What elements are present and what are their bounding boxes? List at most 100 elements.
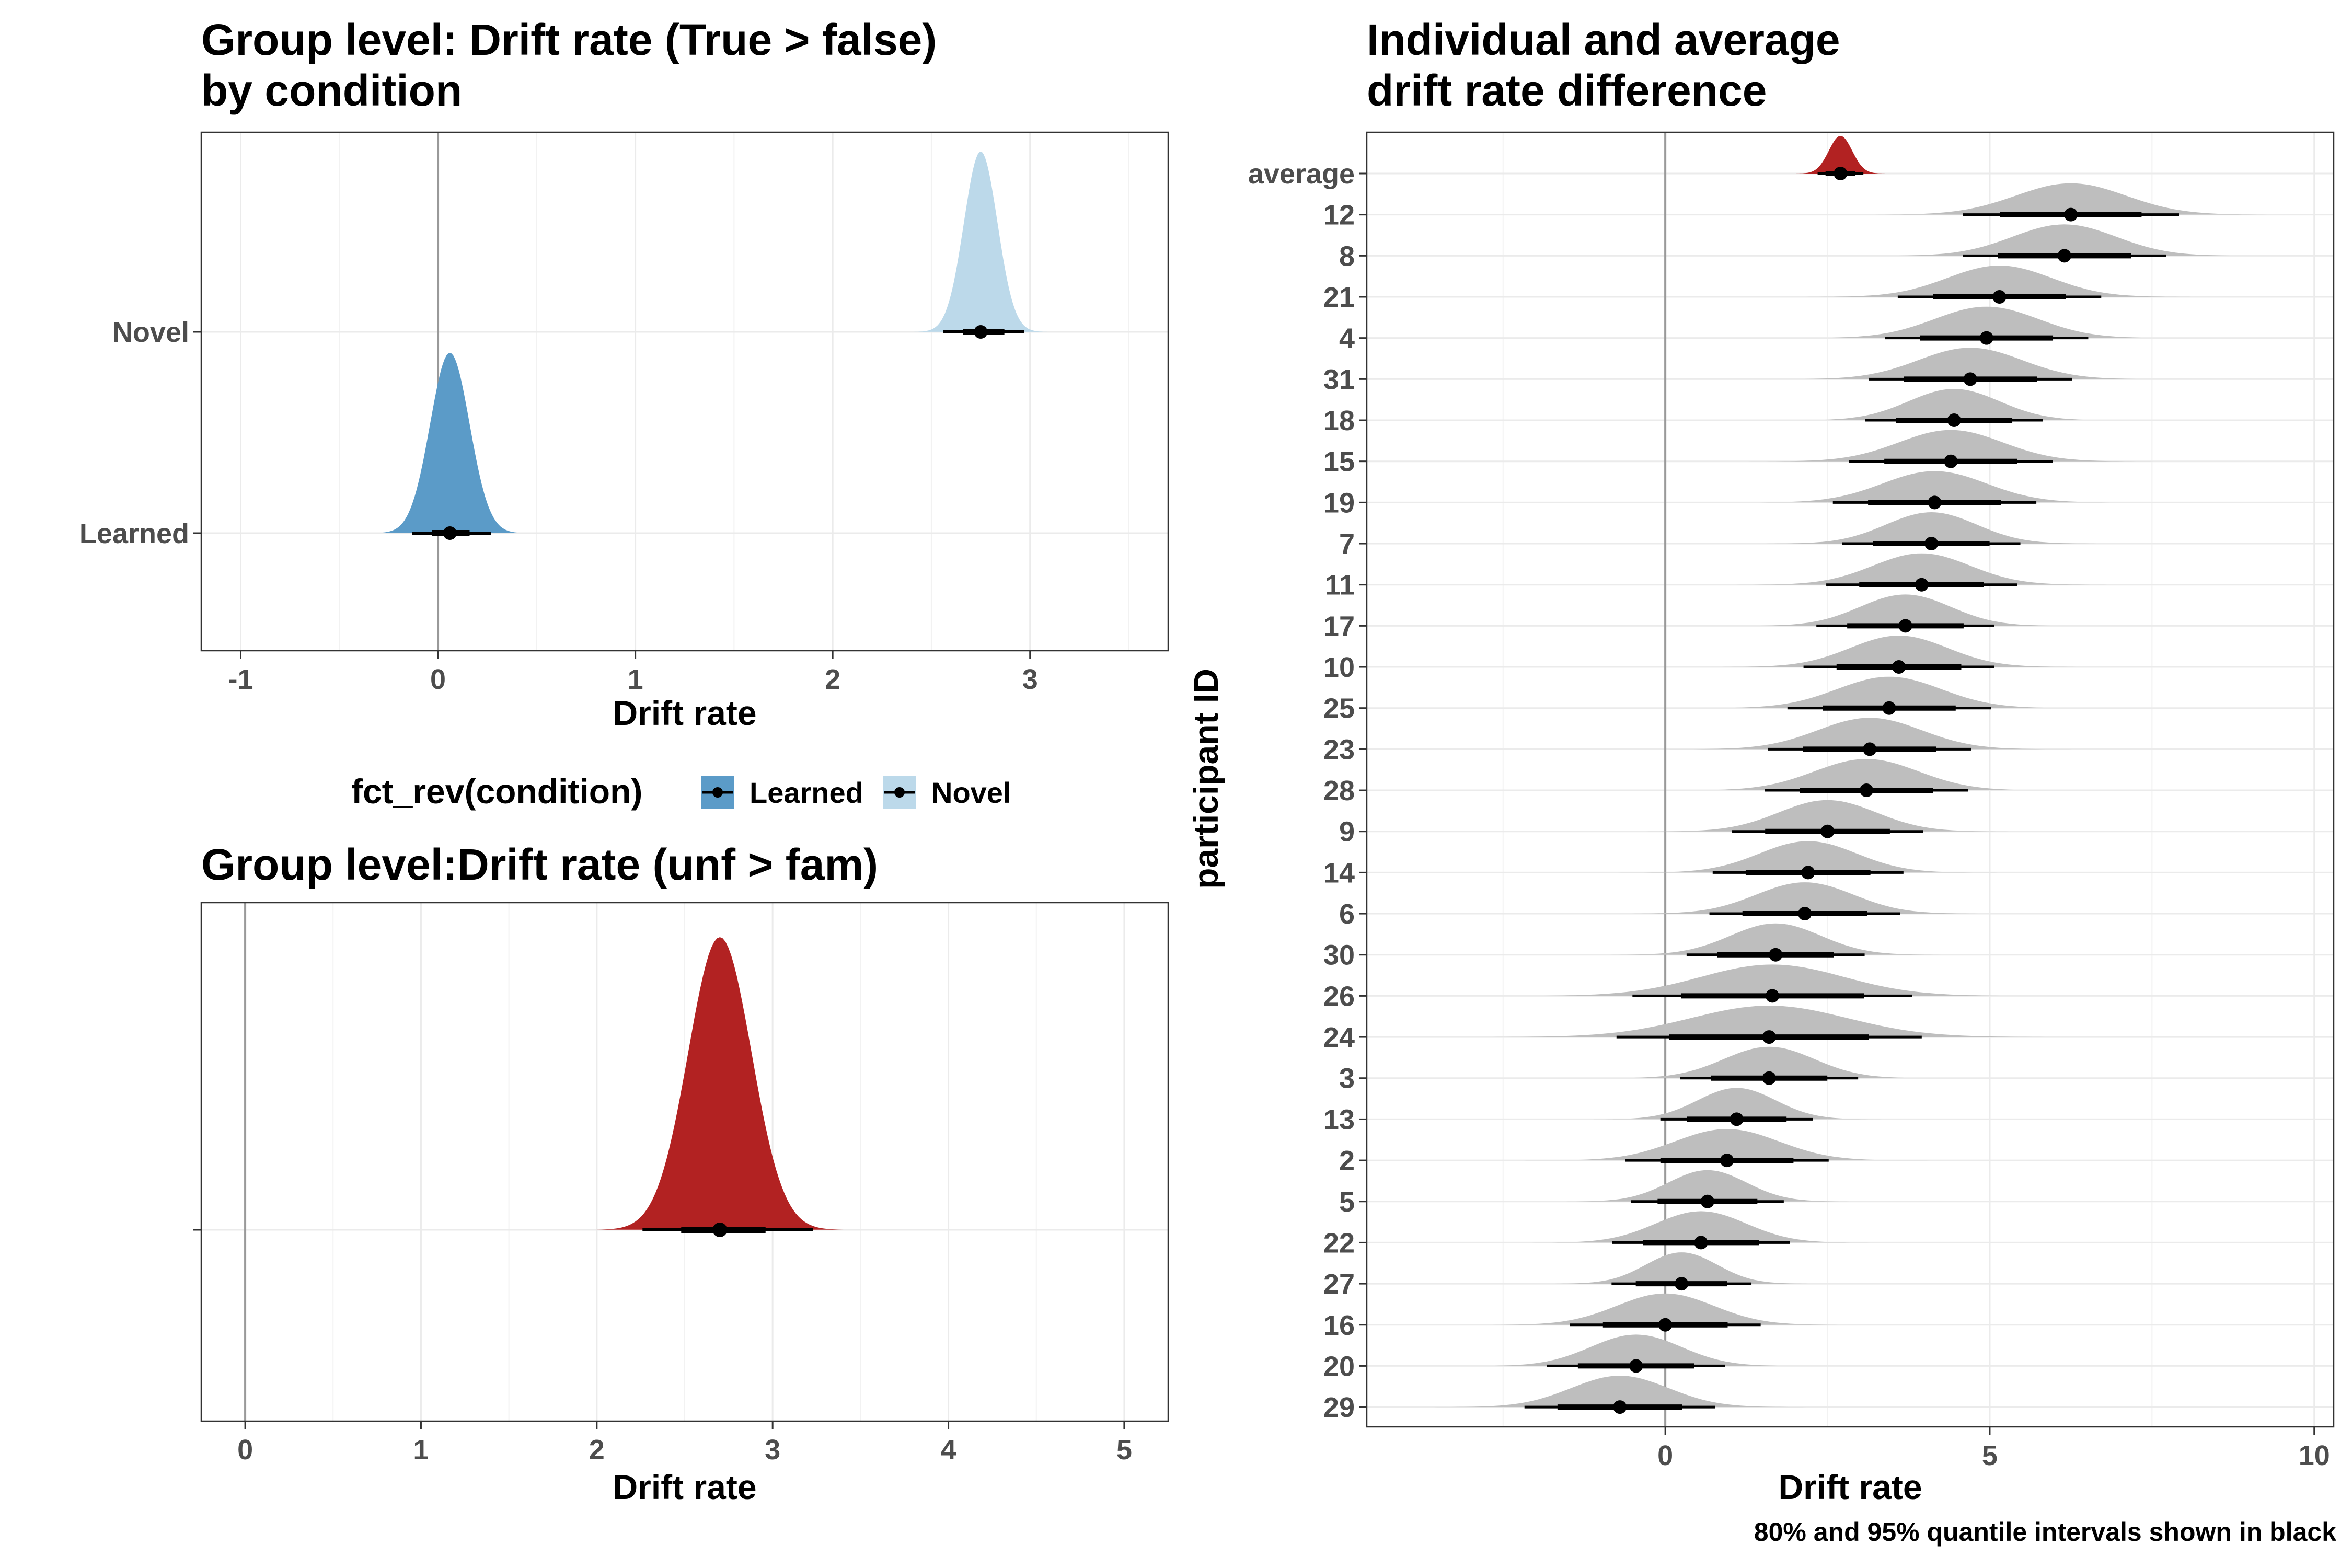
density-participant [1704, 636, 2094, 667]
title-line: Individual and average [1367, 15, 1840, 64]
density-participant [1470, 1293, 1860, 1325]
x-tick-label: 10 [2299, 1440, 2330, 1471]
density-participant [1857, 224, 2272, 256]
y-tick-label: 13 [1323, 1104, 1355, 1135]
density-participant [1792, 266, 2207, 297]
point-estimate [1992, 290, 2007, 304]
y-tick-label: 16 [1323, 1310, 1355, 1341]
density-participant [1723, 594, 2088, 626]
density-participant [1539, 1252, 1825, 1284]
density-unf-fam [593, 937, 847, 1230]
point-estimate [1675, 1277, 1689, 1291]
legend-label: Novel [931, 776, 1011, 809]
point-estimate [2057, 249, 2071, 263]
x-axis-title: Drift rate [613, 694, 756, 732]
density-participant [1457, 1006, 2081, 1037]
y-tick-label: 24 [1323, 1022, 1355, 1053]
point-estimate [1801, 866, 1815, 880]
x-tick-label: 0 [237, 1434, 253, 1466]
point-estimate [1820, 824, 1835, 838]
density-participant [1610, 882, 2000, 914]
x-tick-label: 5 [1982, 1440, 1998, 1471]
point-estimate [1694, 1236, 1708, 1250]
point-estimate [1762, 1071, 1776, 1085]
point-estimate [1798, 907, 1812, 921]
density-participant [1613, 841, 2003, 873]
panel-unf-fam-title: Group level:Drift rate (unf > fam) [201, 840, 878, 889]
y-tick-label: Novel [112, 317, 189, 348]
x-tick-label: 2 [825, 664, 840, 695]
density-participant [1727, 553, 2117, 585]
point-estimate [712, 1223, 728, 1237]
point-estimate [1882, 701, 1896, 715]
point-estimate [1928, 495, 1942, 510]
density-average [1794, 136, 1887, 174]
point-estimate [1658, 1318, 1673, 1332]
legend: fct_rev(condition) Learned Novel [351, 772, 1011, 811]
y-tick-label: 30 [1323, 940, 1355, 971]
y-tick-label: 7 [1339, 528, 1355, 560]
point-estimate [443, 526, 457, 540]
point-estimate [1720, 1154, 1734, 1168]
density-participant [1486, 964, 2058, 996]
density-participant [1772, 389, 2136, 420]
density-novel [914, 152, 1048, 332]
y-tick-label: 21 [1323, 282, 1355, 313]
x-axis-title: Drift rate [613, 1468, 756, 1506]
y-tick-label: 6 [1339, 898, 1355, 930]
point-estimate [1769, 948, 1783, 962]
y-tick-label: 20 [1323, 1351, 1355, 1382]
x-tick-label: 1 [628, 664, 643, 695]
point-estimate [1613, 1400, 1627, 1414]
y-tick-label: 23 [1323, 734, 1355, 765]
point-estimate [974, 325, 988, 339]
density-participant [1850, 183, 2292, 215]
panel-condition: Group level: Drift rate (True > false) by… [79, 15, 1169, 732]
legend-point-glyph [712, 787, 723, 798]
title-line: drift rate difference [1367, 66, 1767, 115]
y-tick-label: 28 [1323, 775, 1355, 806]
y-tick-label: 15 [1323, 446, 1355, 478]
y-tick-label: 11 [1325, 570, 1355, 601]
y-tick-label: 31 [1323, 364, 1355, 395]
point-estimate [1947, 413, 1961, 428]
density-participant [1662, 718, 2078, 750]
panel-individual: Individual and average drift rate differe… [1186, 15, 2336, 1547]
y-tick-label: 17 [1323, 610, 1355, 642]
y-tick-label: 12 [1323, 200, 1355, 231]
panel-border [200, 902, 1169, 1422]
x-tick-label: 0 [1657, 1440, 1673, 1471]
legend-point-glyph [894, 787, 905, 798]
density-learned [371, 353, 529, 533]
point-estimate [1762, 1030, 1776, 1044]
point-estimate [1898, 619, 1912, 633]
y-tick-label: 27 [1323, 1269, 1355, 1300]
point-estimate [1629, 1359, 1643, 1373]
y-tick-label: 8 [1339, 240, 1355, 272]
legend-title: fct_rev(condition) [351, 772, 642, 811]
y-tick-label: 29 [1323, 1392, 1355, 1423]
title-line: Group level: Drift rate (True > false) [201, 15, 937, 64]
chart-caption: 80% and 95% quantile intervals shown in … [1754, 1517, 2336, 1547]
x-tick-label: 3 [765, 1434, 780, 1466]
point-estimate [1863, 742, 1877, 756]
y-tick-label: Learned [79, 518, 189, 549]
title-line: Group level:Drift rate (unf > fam) [201, 840, 878, 889]
density-participant [1681, 676, 2097, 708]
point-estimate [1892, 660, 1906, 674]
legend-label: Learned [750, 776, 863, 809]
x-tick-label: 4 [941, 1434, 956, 1466]
point-estimate [1766, 989, 1780, 1003]
y-tick-label: 4 [1339, 323, 1355, 354]
point-estimate [1834, 167, 1848, 180]
point-estimate [1963, 372, 1977, 386]
y-tick-label: 22 [1323, 1227, 1355, 1259]
density-participant [1551, 1170, 1863, 1202]
density-participant [1519, 1129, 1935, 1161]
density-participant [1425, 1376, 1815, 1408]
density-participant [1762, 348, 2178, 379]
x-tick-label: 0 [430, 664, 446, 695]
density-participant [1727, 471, 2142, 503]
density-participant [1587, 1046, 1951, 1078]
